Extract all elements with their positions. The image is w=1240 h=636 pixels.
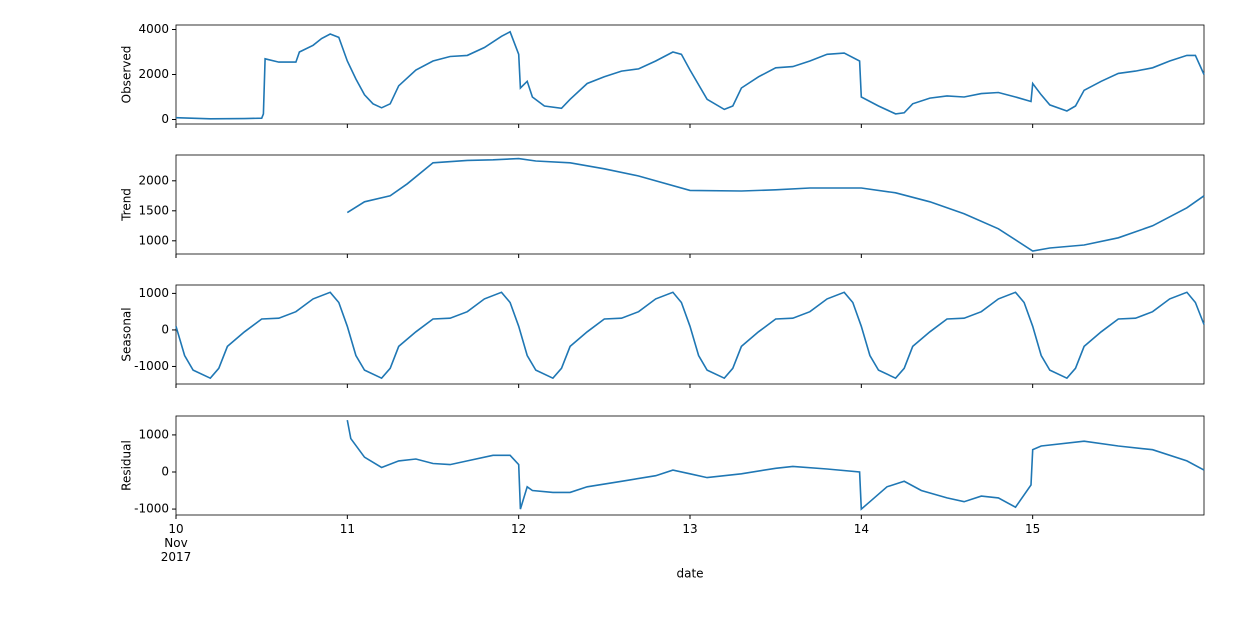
y-tick-label: 1000 bbox=[138, 286, 169, 300]
plot-frame bbox=[175, 415, 1205, 516]
series-line bbox=[346, 157, 1205, 252]
plot-frame bbox=[175, 154, 1205, 255]
y-tick-label: 2000 bbox=[138, 173, 169, 187]
y-tick-label: 0 bbox=[161, 464, 169, 478]
y-tick-label: 1500 bbox=[138, 203, 169, 217]
x-tick-label: 13 bbox=[682, 522, 698, 536]
series-line bbox=[175, 291, 1205, 380]
x-tick-label: 11 bbox=[339, 522, 355, 536]
y-tick-label: -1000 bbox=[134, 359, 169, 373]
series-line bbox=[346, 419, 1205, 511]
y-axis-label: Trend bbox=[120, 188, 134, 222]
y-tick-label: 1000 bbox=[138, 233, 169, 247]
x-tick-label: 12 bbox=[511, 522, 527, 536]
x-axis-label: date bbox=[676, 567, 703, 581]
x-tick-label: 14 bbox=[853, 522, 869, 536]
y-tick-label: 0 bbox=[161, 112, 169, 126]
y-tick-label: 4000 bbox=[138, 22, 169, 36]
x-tick-label: 15 bbox=[1025, 522, 1041, 536]
plot-frame bbox=[175, 24, 1205, 125]
y-tick-label: 2000 bbox=[138, 67, 169, 81]
x-tick-label: 10 Nov 2017 bbox=[160, 522, 192, 564]
y-tick-label: 0 bbox=[161, 322, 169, 336]
y-axis-label: Seasonal bbox=[120, 307, 134, 361]
y-axis-label: Observed bbox=[120, 46, 134, 104]
y-tick-label: 1000 bbox=[138, 427, 169, 441]
series-line bbox=[175, 30, 1205, 120]
y-tick-label: -1000 bbox=[134, 502, 169, 516]
y-axis-label: Residual bbox=[120, 440, 134, 491]
